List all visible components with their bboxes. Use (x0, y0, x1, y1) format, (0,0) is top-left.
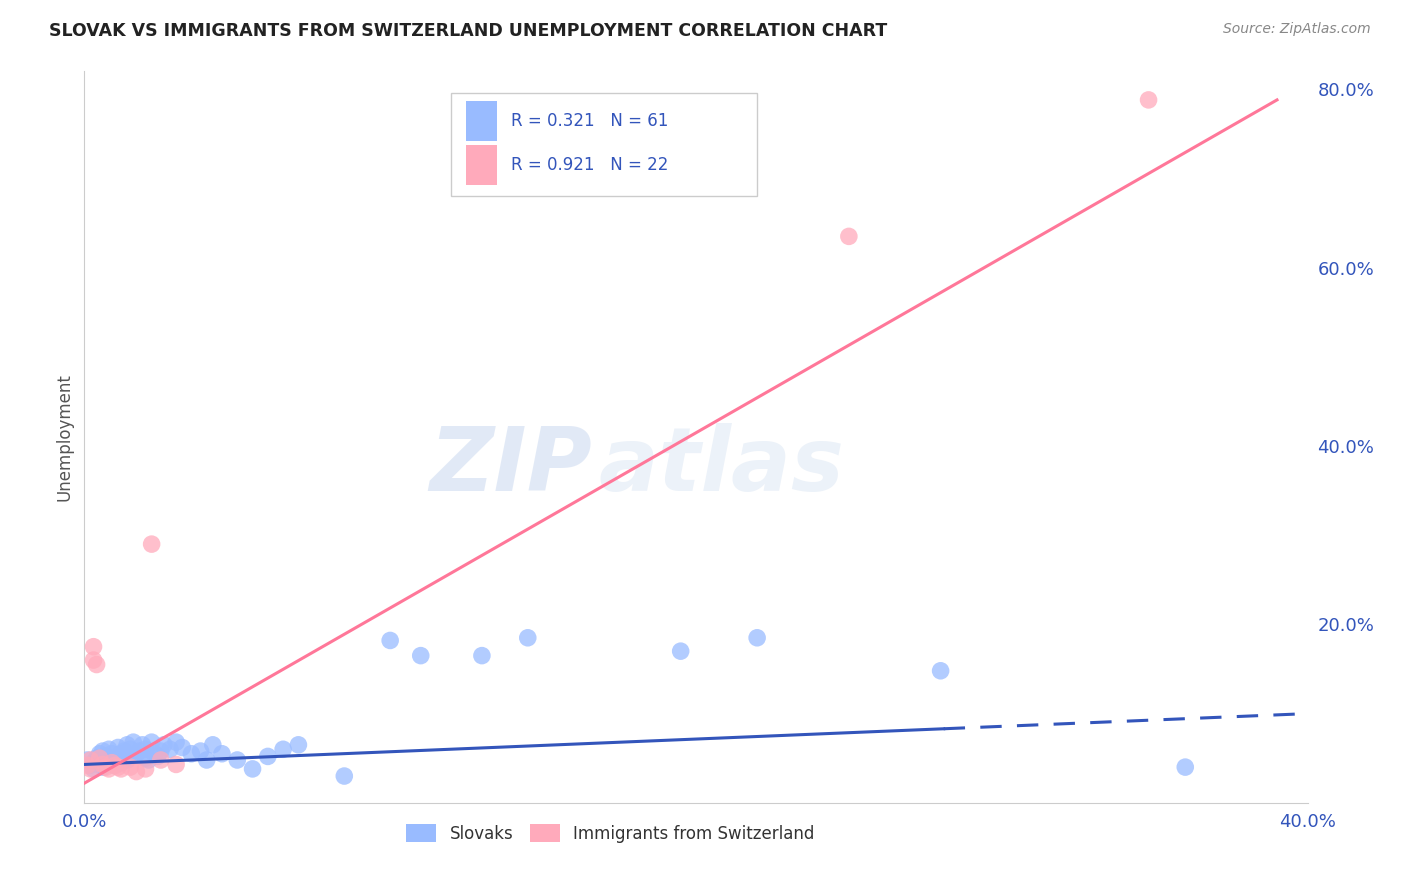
Point (333, 769, 356, 783)
Point (86, 751, 108, 765)
Point (516, 631, 538, 645)
Text: R = 0.921   N = 22: R = 0.921 N = 22 (512, 156, 669, 174)
Point (89, 751, 111, 765)
Point (79, 758, 101, 772)
Point (195, 753, 218, 767)
Point (409, 648, 432, 663)
Point (110, 756, 132, 770)
Point (135, 742, 157, 756)
Point (471, 648, 494, 663)
Point (135, 751, 157, 765)
Point (83, 756, 105, 770)
FancyBboxPatch shape (451, 94, 758, 195)
Point (83, 640, 105, 654)
Point (101, 747, 124, 761)
Point (180, 747, 202, 761)
Point (76, 753, 98, 767)
Point (125, 764, 148, 779)
Point (201, 738, 224, 752)
Point (226, 753, 249, 767)
Point (131, 738, 153, 752)
Point (257, 749, 280, 764)
Point (747, 631, 769, 645)
Point (380, 633, 402, 648)
Point (190, 744, 212, 758)
Point (153, 738, 176, 752)
Point (89, 747, 111, 761)
Point (287, 738, 309, 752)
Point (929, 664, 952, 678)
FancyBboxPatch shape (465, 101, 496, 141)
Point (138, 753, 160, 767)
Point (141, 735, 163, 749)
Point (97, 753, 120, 767)
Point (91, 744, 114, 758)
Point (1137, 93, 1160, 107)
Point (120, 749, 142, 764)
Point (76, 758, 98, 772)
Point (86, 657, 108, 672)
Point (83, 762, 105, 776)
Point (211, 747, 233, 761)
Point (115, 753, 138, 767)
Point (135, 762, 157, 776)
Point (120, 760, 142, 774)
Text: ZIP: ZIP (429, 423, 592, 510)
Point (146, 749, 169, 764)
Point (141, 537, 163, 551)
Text: Source: ZipAtlas.com: Source: ZipAtlas.com (1223, 22, 1371, 37)
Point (94, 756, 117, 770)
Point (122, 735, 145, 749)
Point (165, 757, 187, 772)
Point (172, 740, 194, 755)
Point (271, 742, 294, 756)
Point (112, 744, 135, 758)
Point (110, 747, 132, 761)
Point (669, 644, 692, 658)
Point (1174, 760, 1197, 774)
Point (107, 760, 129, 774)
Point (149, 753, 172, 767)
Point (79, 753, 101, 767)
Point (143, 747, 166, 761)
Point (115, 738, 138, 752)
Point (89, 757, 111, 772)
FancyBboxPatch shape (465, 145, 496, 186)
Point (107, 740, 129, 755)
Point (159, 742, 181, 756)
Point (107, 753, 129, 767)
Y-axis label: Unemployment: Unemployment (55, 373, 73, 501)
Point (128, 744, 150, 758)
Point (149, 744, 172, 758)
Point (125, 747, 148, 761)
Point (94, 760, 117, 774)
Text: atlas: atlas (598, 423, 844, 510)
Point (838, 229, 860, 244)
Point (101, 757, 124, 772)
Point (120, 742, 142, 756)
Point (104, 758, 127, 772)
Point (112, 751, 135, 765)
Point (91, 760, 114, 774)
Point (91, 757, 114, 772)
Text: R = 0.321   N = 61: R = 0.321 N = 61 (512, 112, 669, 130)
Point (104, 751, 127, 765)
Point (94, 749, 117, 764)
Point (97, 762, 120, 776)
Point (101, 756, 124, 770)
Legend: Slovaks, Immigrants from Switzerland: Slovaks, Immigrants from Switzerland (399, 818, 821, 849)
Text: SLOVAK VS IMMIGRANTS FROM SWITZERLAND UNEMPLOYMENT CORRELATION CHART: SLOVAK VS IMMIGRANTS FROM SWITZERLAND UN… (49, 22, 887, 40)
Point (110, 762, 132, 776)
Point (83, 653, 105, 667)
Point (242, 762, 264, 776)
Point (104, 758, 127, 772)
Point (165, 735, 187, 749)
Point (79, 762, 101, 776)
Point (97, 742, 120, 756)
